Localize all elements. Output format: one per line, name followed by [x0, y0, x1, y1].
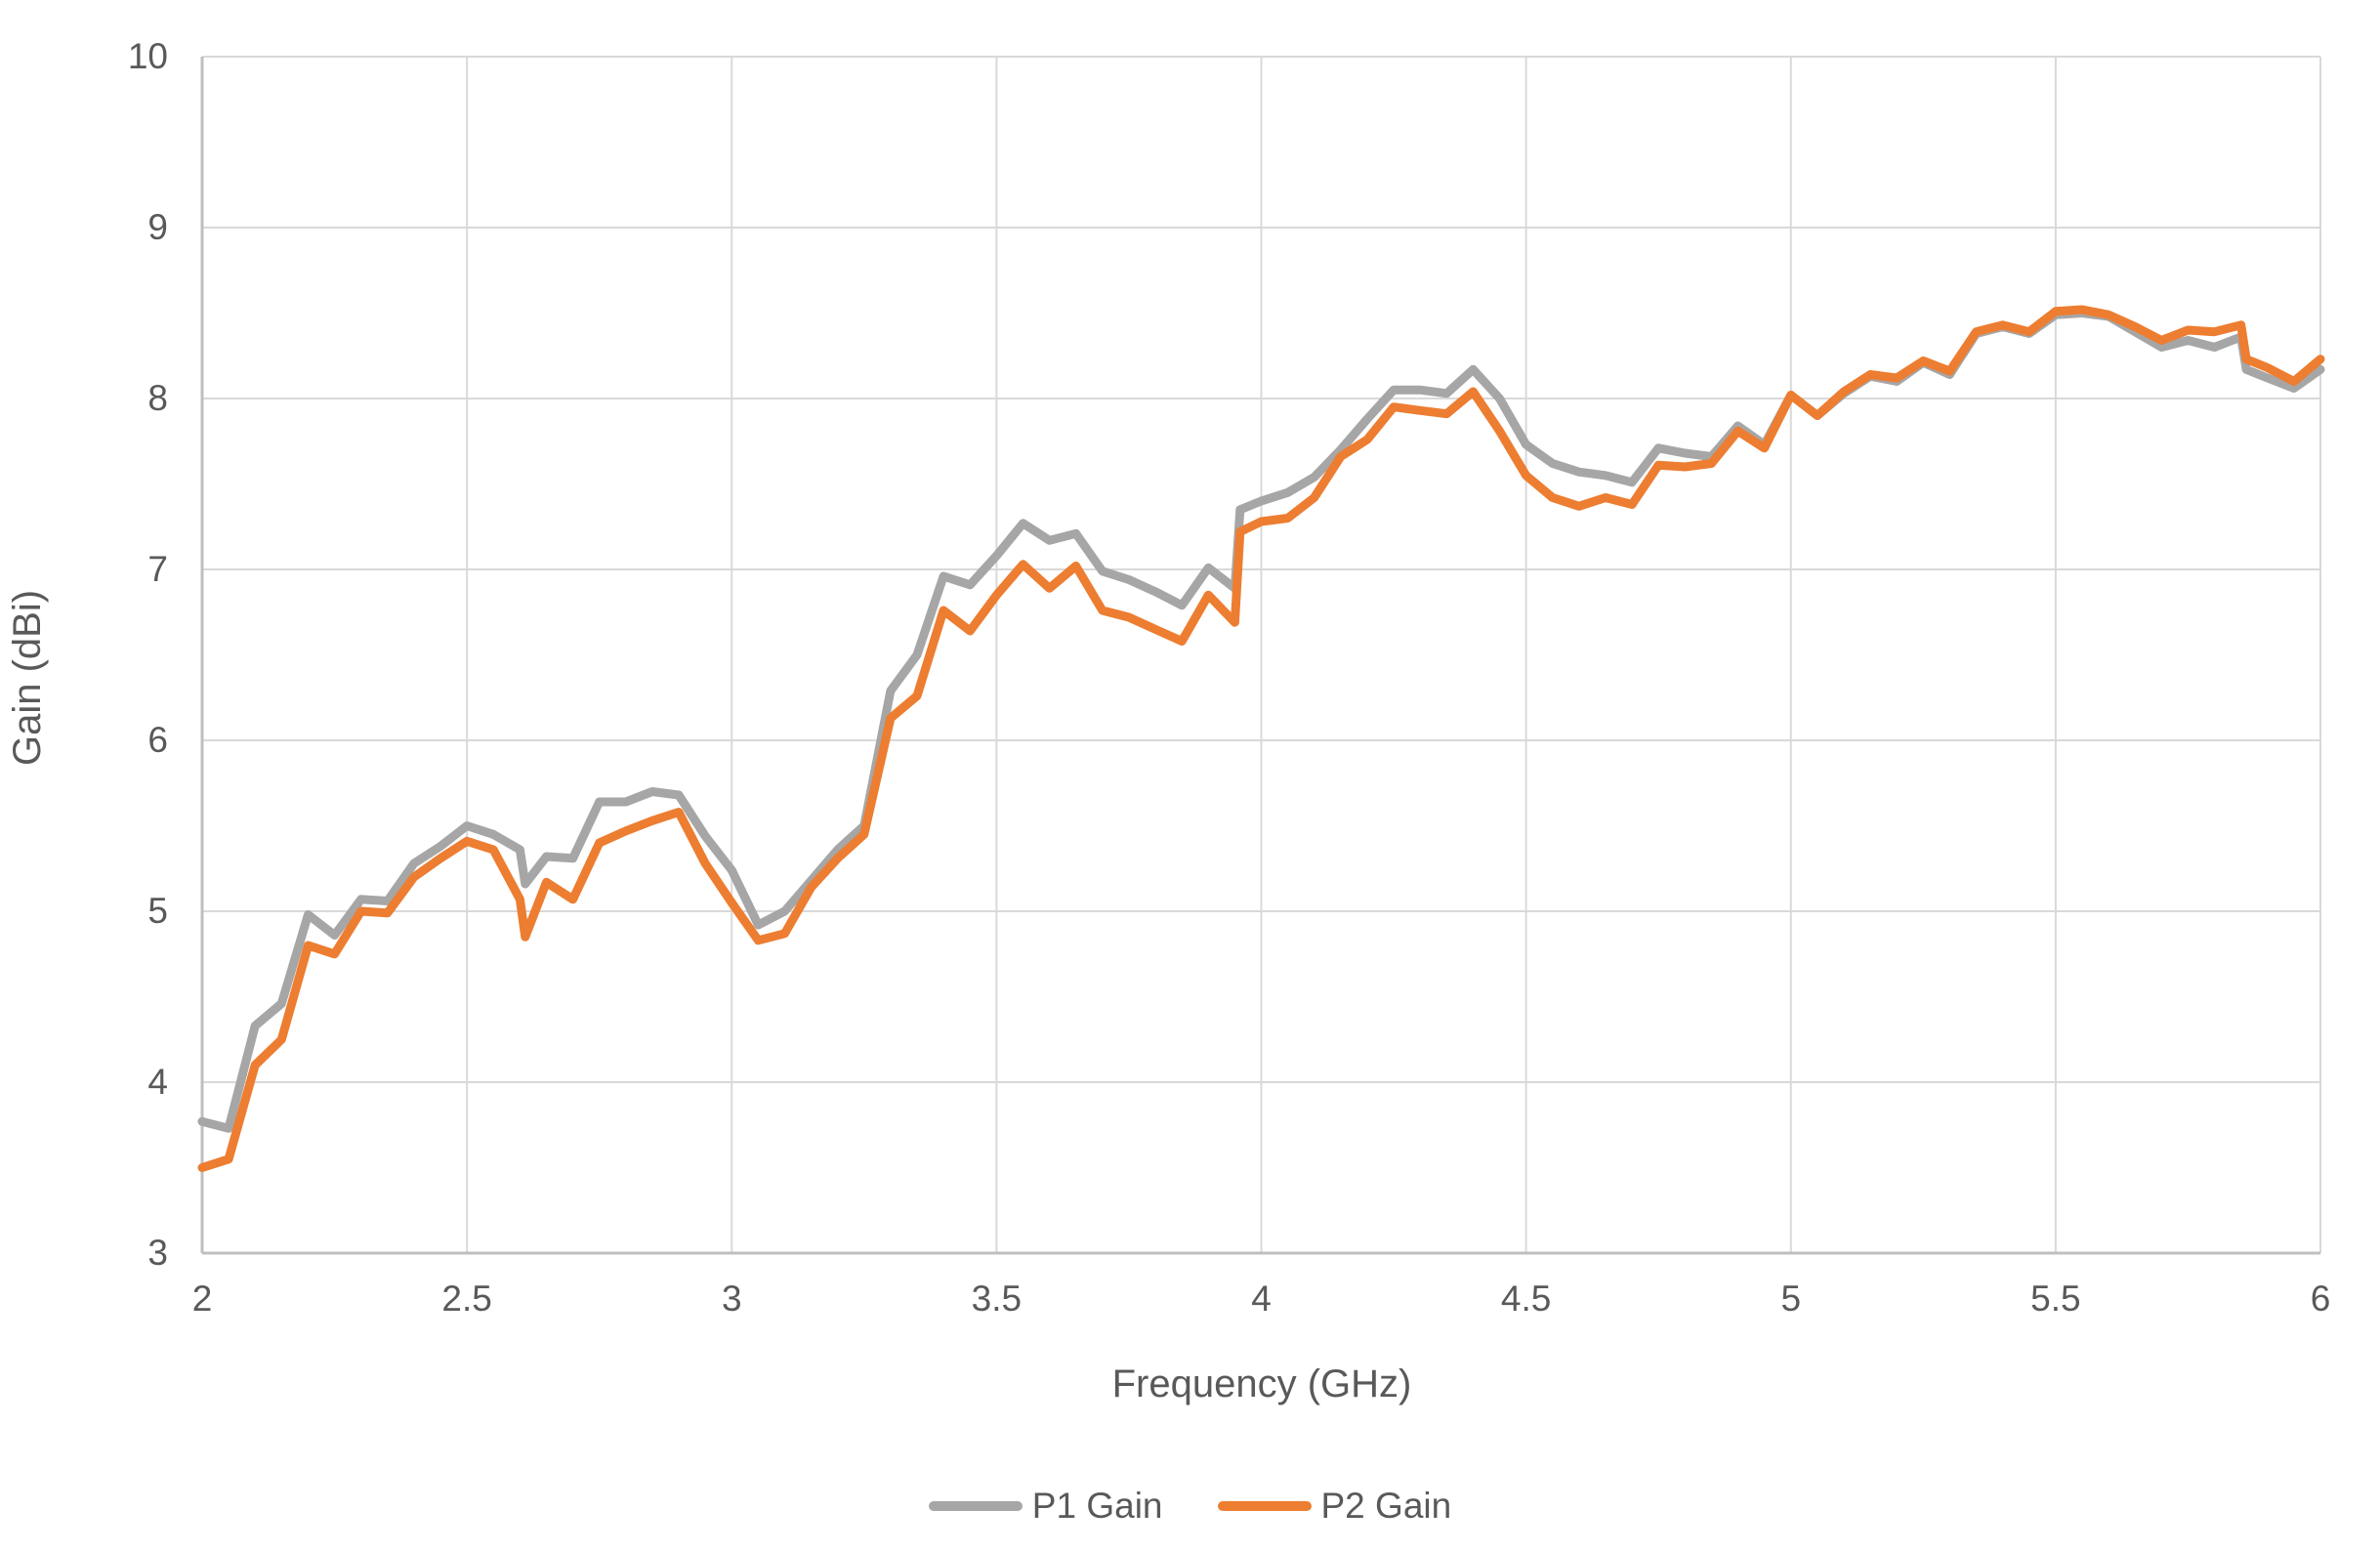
y-axis-title: Gain (dBi)	[6, 589, 49, 767]
x-tick-label: 5	[1780, 1279, 1802, 1319]
legend-item-p1: P1 Gain	[928, 1486, 1163, 1527]
legend-label-p1: P1 Gain	[1031, 1486, 1163, 1526]
y-tick-label: 9	[147, 207, 168, 247]
y-tick-label: 4	[147, 1062, 168, 1102]
x-tick-label: 4	[1251, 1279, 1272, 1319]
p2-line-swatch	[1217, 1501, 1312, 1511]
legend-item-p2: P2 Gain	[1217, 1486, 1452, 1527]
y-tick-label: 5	[147, 891, 168, 931]
x-tick-label: 2.5	[441, 1279, 492, 1319]
series-line-p2	[197, 305, 2325, 1172]
chart-legend: P1 Gain P2 Gain	[0, 1483, 2380, 1530]
y-tick-label: 6	[147, 720, 168, 760]
legend-label-p2: P2 Gain	[1320, 1486, 1452, 1526]
x-tick-label: 6	[2310, 1279, 2331, 1319]
y-tick-label: 10	[127, 36, 168, 76]
x-tick-label: 2	[191, 1279, 213, 1319]
y-tick-label: 7	[147, 549, 168, 589]
y-tick-label: 3	[147, 1233, 168, 1273]
x-tick-label: 3	[721, 1279, 742, 1319]
x-axis-title: Frequency (GHz)	[1111, 1362, 1412, 1405]
y-tick-label: 8	[147, 378, 168, 418]
p1-line-swatch	[928, 1501, 1023, 1511]
x-tick-label: 3.5	[971, 1279, 1023, 1319]
x-tick-label: 5.5	[2030, 1279, 2081, 1319]
x-tick-label: 4.5	[1500, 1279, 1552, 1319]
